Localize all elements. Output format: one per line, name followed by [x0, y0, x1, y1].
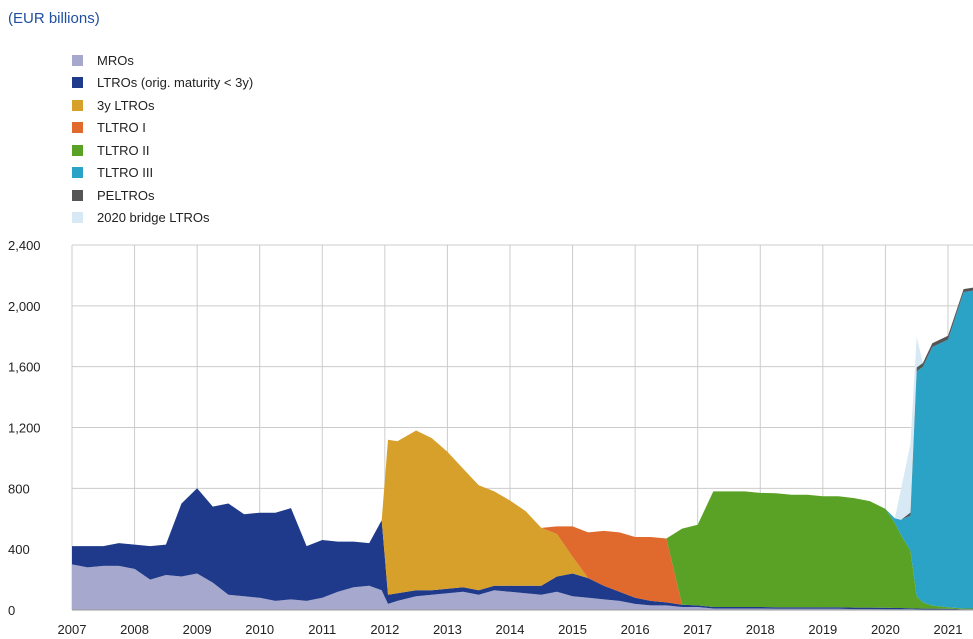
- y-tick-label: 400: [8, 542, 30, 557]
- legend-label: PELTROs: [97, 187, 155, 203]
- legend: MROs LTROs (orig. maturity < 3y) 3y LTROs T…: [72, 49, 253, 229]
- series-area: [72, 488, 973, 610]
- x-tick-label: 2020: [871, 622, 900, 637]
- x-tick-label: 2012: [370, 622, 399, 637]
- legend-label: TLTRO III: [97, 165, 154, 181]
- legend-item: LTROs (orig. maturity < 3y): [72, 72, 253, 95]
- x-tick-label: 2013: [433, 622, 462, 637]
- x-tick-label: 2010: [245, 622, 274, 637]
- legend-swatch: [72, 189, 83, 201]
- y-tick-label: 2,400: [8, 238, 41, 253]
- legend-label: 2020 bridge LTROs: [97, 210, 210, 226]
- legend-item: 2020 bridge LTROs: [72, 207, 253, 230]
- series-area: [72, 430, 973, 610]
- legend-label: TLTRO I: [97, 120, 146, 136]
- legend-item: TLTRO III: [72, 162, 253, 185]
- legend-item: TLTRO II: [72, 139, 253, 162]
- legend-item: 3y LTROs: [72, 94, 253, 117]
- x-tick-label: 2014: [496, 622, 525, 637]
- legend-label: LTROs (orig. maturity < 3y): [97, 75, 254, 91]
- legend-item: MROs: [72, 49, 253, 72]
- series-area: [72, 564, 973, 610]
- legend-swatch: [72, 99, 83, 111]
- x-tick-label: 2019: [808, 622, 837, 637]
- x-tick-label: 2021: [934, 622, 963, 637]
- legend-label: TLTRO II: [97, 142, 150, 158]
- y-tick-label: 1,600: [8, 360, 41, 375]
- x-tick-label: 2015: [558, 622, 587, 637]
- x-tick-label: 2007: [58, 622, 87, 637]
- y-tick-label: 0: [8, 603, 15, 618]
- y-tick-label: 2,000: [8, 299, 41, 314]
- x-tick-label: 2008: [120, 622, 149, 637]
- legend-item: PELTROs: [72, 184, 253, 207]
- legend-swatch: [72, 167, 83, 179]
- legend-label: 3y LTROs: [97, 97, 155, 113]
- x-tick-label: 2017: [683, 622, 712, 637]
- legend-swatch: [72, 144, 83, 156]
- x-tick-label: 2011: [308, 622, 336, 637]
- legend-swatch: [72, 77, 83, 89]
- legend-swatch: [72, 212, 83, 224]
- unit-label: (EUR billions): [8, 10, 100, 27]
- x-tick-label: 2009: [183, 622, 212, 637]
- series-area: [72, 430, 973, 610]
- legend-swatch: [72, 54, 83, 66]
- x-tick-label: 2016: [621, 622, 650, 637]
- x-tick-label: 2018: [746, 622, 775, 637]
- legend-item: TLTRO I: [72, 117, 253, 140]
- legend-swatch: [72, 122, 83, 134]
- legend-label: MROs: [97, 52, 134, 68]
- y-tick-label: 800: [8, 481, 30, 496]
- y-tick-label: 1,200: [8, 421, 41, 436]
